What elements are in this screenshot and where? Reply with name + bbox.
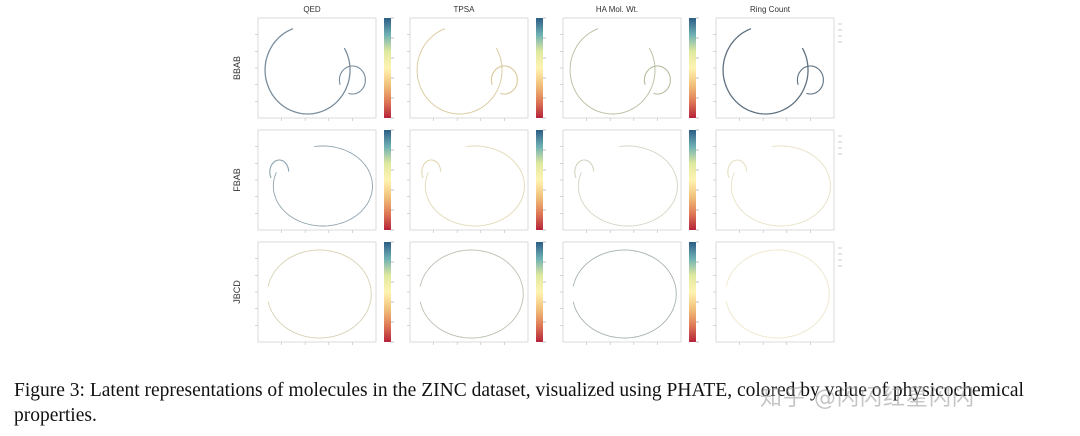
embedding-trajectory: [572, 249, 677, 339]
embedding-loop: [269, 159, 290, 179]
embedding-panel: [255, 241, 394, 345]
embedding-loop: [727, 159, 748, 179]
embedding-panel: [560, 17, 699, 121]
embedding-panel: [560, 241, 699, 345]
colorbar: [384, 18, 391, 118]
colorbar: [689, 18, 696, 118]
embedding-panel: [255, 129, 394, 233]
embedding-panel: [713, 129, 842, 233]
embedding-trajectory: [730, 145, 831, 227]
embedding-trajectory: [577, 145, 678, 227]
embedding-loop: [421, 159, 442, 179]
row-label: JBCD: [232, 280, 242, 304]
colorbar: [536, 18, 543, 118]
embedding-trajectory: [424, 145, 525, 227]
column-label: Ring Count: [750, 5, 791, 14]
embedding-trajectory: [267, 249, 372, 339]
colorbar: [384, 130, 391, 230]
embedding-trajectory: [722, 28, 809, 115]
embedding-trajectory: [416, 28, 503, 115]
embedding-trajectory: [419, 249, 524, 339]
embedding-loop: [796, 65, 824, 95]
colorbar: [536, 242, 543, 342]
column-label: HA Mol. Wt.: [596, 5, 638, 14]
plot-frame: [409, 129, 529, 231]
colorbar: [384, 242, 391, 342]
embedding-panel: [713, 241, 842, 345]
colorbar: [689, 130, 696, 230]
watermark-text: 知乎 @闪闪红星闪闪: [760, 386, 975, 411]
embedding-panel: [407, 17, 546, 121]
embedding-trajectory: [725, 249, 830, 339]
plot-frame: [562, 241, 682, 343]
plot-frame: [715, 129, 835, 231]
embedding-panel: [560, 129, 699, 233]
embedding-panel: [407, 129, 546, 233]
embedding-trajectory: [264, 28, 351, 115]
embedding-loop: [643, 65, 671, 95]
plot-frame: [257, 241, 377, 343]
colorbar: [536, 130, 543, 230]
colorbar: [689, 242, 696, 342]
row-label: FBAB: [232, 168, 242, 192]
plot-frame: [715, 241, 835, 343]
plot-frame: [257, 129, 377, 231]
embedding-trajectory: [272, 145, 373, 227]
embedding-loop: [338, 65, 366, 95]
plot-frame: [562, 129, 682, 231]
embedding-loop: [490, 65, 518, 95]
row-label: BBAB: [232, 56, 242, 80]
embedding-panel: [407, 241, 546, 345]
column-label: QED: [303, 5, 321, 14]
embedding-loop: [574, 159, 595, 179]
figure-caption: Figure 3: Latent representations of mole…: [14, 380, 1024, 426]
embedding-panel: [255, 17, 394, 121]
embedding-trajectory: [569, 28, 656, 115]
embedding-panel: [713, 17, 842, 121]
figure-grid: QED TPSA HA Mol. Wt. Ring Count BBAB FBAB JBC…: [232, 5, 842, 345]
plot-frame: [409, 241, 529, 343]
column-label: TPSA: [454, 5, 476, 14]
